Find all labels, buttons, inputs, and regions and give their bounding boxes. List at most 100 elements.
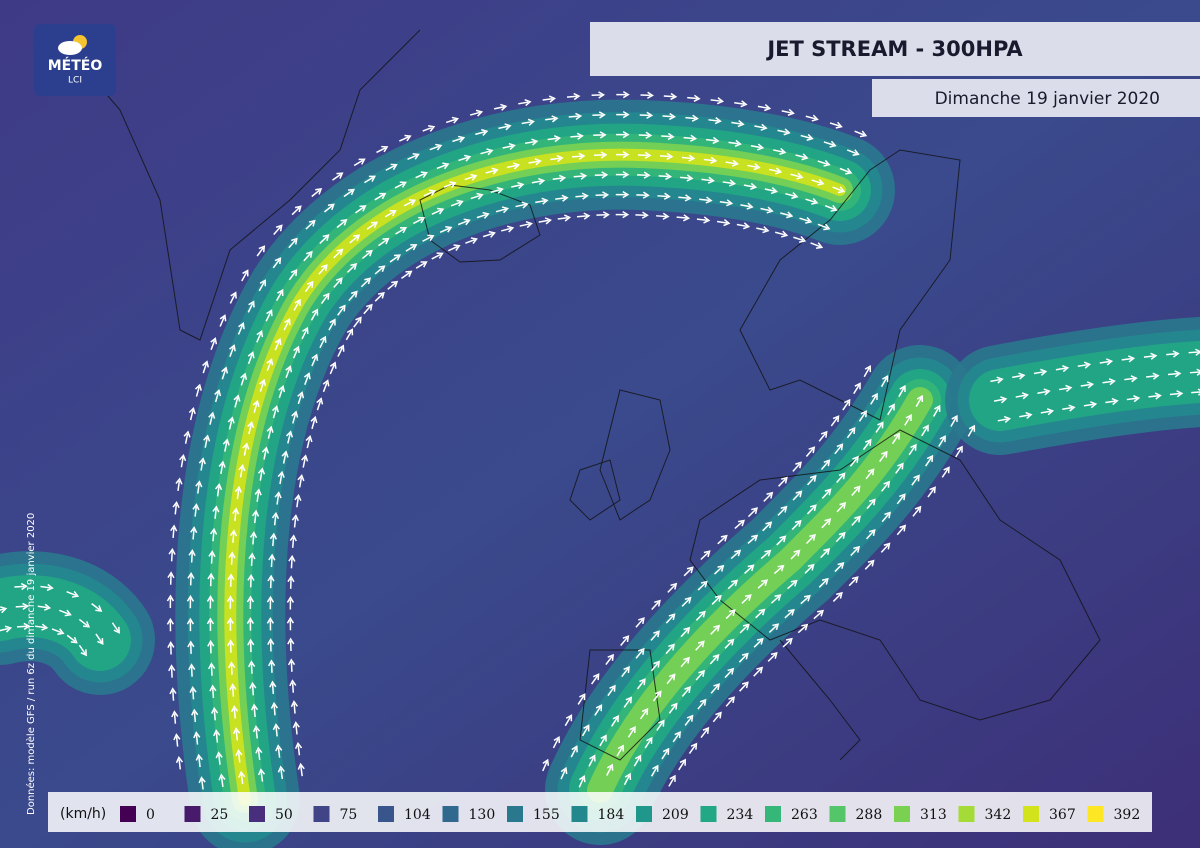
wind-arrow bbox=[636, 191, 650, 199]
legend-label: 288 bbox=[856, 807, 883, 823]
wind-arrow bbox=[343, 188, 356, 198]
wind-arrow bbox=[457, 218, 471, 226]
logo-box bbox=[34, 24, 116, 96]
wind-arrow bbox=[696, 216, 711, 224]
wind-arrow bbox=[595, 191, 610, 199]
wind-arrow bbox=[708, 117, 722, 125]
wind-arrow bbox=[310, 415, 318, 430]
wind-arrow bbox=[941, 466, 950, 478]
wind-arrow bbox=[445, 116, 459, 124]
wind-arrow bbox=[232, 507, 240, 521]
wind-arrow bbox=[450, 199, 464, 207]
legend-swatch bbox=[829, 806, 846, 822]
wind-arrow bbox=[189, 685, 197, 700]
wind-arrow bbox=[734, 519, 746, 530]
wind-arrow bbox=[190, 526, 198, 540]
wind-arrow bbox=[259, 378, 267, 392]
wind-arrow bbox=[757, 579, 769, 589]
wind-arrow bbox=[650, 764, 659, 777]
wind-arrow bbox=[1189, 368, 1200, 376]
wind-arrow bbox=[246, 617, 255, 631]
wind-arrow bbox=[616, 744, 624, 757]
wind-arrow bbox=[680, 656, 690, 668]
wind-arrow bbox=[773, 564, 785, 575]
wind-arrow bbox=[431, 207, 445, 215]
wind-arrow bbox=[650, 630, 660, 641]
wind-arrow bbox=[59, 609, 72, 617]
wind-arrow bbox=[269, 532, 278, 547]
wind-arrow bbox=[485, 167, 499, 175]
legend-label: 155 bbox=[533, 807, 560, 823]
wind-arrow bbox=[851, 485, 861, 497]
wind-arrow bbox=[179, 453, 187, 468]
wind-arrow bbox=[576, 212, 591, 220]
wind-arrow bbox=[591, 91, 606, 99]
wind-arrow bbox=[1102, 378, 1116, 386]
wind-arrow bbox=[879, 450, 888, 462]
wind-arrow bbox=[322, 379, 330, 393]
wind-arrow bbox=[853, 382, 861, 395]
wind-arrow bbox=[581, 724, 590, 737]
wind-arrow bbox=[175, 477, 183, 491]
wind-arrow bbox=[743, 182, 758, 191]
wind-arrow bbox=[775, 230, 789, 238]
wind-arrow bbox=[286, 596, 295, 610]
wind-arrow bbox=[288, 237, 298, 249]
wind-arrow bbox=[294, 493, 302, 508]
wind-arrow bbox=[656, 212, 670, 220]
wind-arrow bbox=[218, 460, 226, 475]
wind-arrow bbox=[739, 681, 749, 692]
wind-arrow bbox=[635, 617, 645, 628]
wind-arrow bbox=[711, 594, 722, 605]
legend-label: 263 bbox=[791, 807, 818, 823]
wind-arrow bbox=[195, 480, 203, 494]
wind-arrow bbox=[111, 622, 121, 634]
wind-arrow bbox=[658, 172, 673, 181]
wind-arrow bbox=[836, 501, 847, 513]
wind-arrow bbox=[452, 135, 466, 143]
wind-arrow bbox=[652, 690, 662, 702]
wind-arrow bbox=[208, 550, 216, 564]
wind-arrow bbox=[547, 135, 561, 143]
wind-arrow bbox=[267, 659, 276, 673]
wind-arrow bbox=[252, 399, 260, 413]
wind-arrow bbox=[633, 754, 642, 767]
legend-swatch bbox=[507, 806, 523, 822]
wind-arrow bbox=[405, 244, 418, 252]
wind-arrow bbox=[725, 609, 736, 620]
wind-arrow bbox=[493, 103, 508, 111]
legend-label: 104 bbox=[404, 807, 431, 823]
wind-arrow bbox=[476, 211, 490, 219]
wind-arrow bbox=[214, 483, 223, 497]
wind-arrow bbox=[399, 134, 412, 142]
wind-arrow bbox=[389, 254, 402, 263]
wind-arrow bbox=[422, 125, 436, 132]
wind-arrow bbox=[403, 199, 417, 207]
wind-arrow bbox=[257, 467, 266, 481]
wind-arrow bbox=[34, 623, 49, 631]
wind-arrow bbox=[817, 159, 831, 167]
wind-arrow bbox=[480, 148, 494, 156]
wind-arrow bbox=[739, 623, 750, 634]
wind-arrow bbox=[267, 638, 275, 652]
wind-arrow bbox=[676, 214, 691, 222]
wind-arrow bbox=[727, 579, 739, 590]
wind-arrow bbox=[596, 211, 610, 219]
wind-arrow bbox=[227, 573, 235, 587]
wind-arrow bbox=[1055, 364, 1070, 373]
wind-arrow bbox=[294, 741, 303, 756]
wind-arrow bbox=[911, 474, 920, 486]
wind-arrow bbox=[621, 665, 630, 678]
wind-arrow bbox=[346, 263, 358, 273]
wind-arrow bbox=[1083, 401, 1098, 409]
wind-arrow bbox=[247, 420, 255, 435]
wind-arrow bbox=[238, 464, 246, 478]
wind-arrow bbox=[896, 524, 907, 536]
wind-arrow bbox=[198, 457, 206, 471]
wind-arrow bbox=[320, 292, 330, 304]
wind-arrow bbox=[316, 397, 324, 411]
wind-arrow bbox=[273, 224, 283, 235]
wind-arrow bbox=[319, 335, 327, 349]
wind-arrow bbox=[288, 554, 296, 569]
coastlines bbox=[59, 29, 1101, 761]
